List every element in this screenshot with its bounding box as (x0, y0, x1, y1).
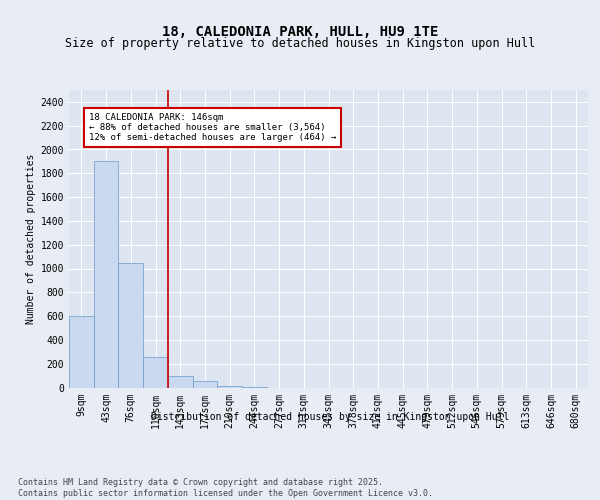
Bar (94, 162, 118, 388)
Text: Distribution of detached houses by size in Kingston upon Hull: Distribution of detached houses by size … (151, 412, 509, 422)
Bar (168, 376, 193, 388)
Text: Contains HM Land Registry data © Crown copyright and database right 2025.
Contai: Contains HM Land Registry data © Crown c… (18, 478, 433, 498)
Bar (193, 381, 217, 388)
Bar (143, 356, 168, 388)
Y-axis label: Number of detached properties: Number of detached properties (26, 154, 37, 324)
Bar (217, 386, 242, 388)
Bar (69, 316, 94, 388)
Bar (118, 262, 143, 388)
Text: Size of property relative to detached houses in Kingston upon Hull: Size of property relative to detached ho… (65, 38, 535, 51)
Text: 18, CALEDONIA PARK, HULL, HU9 1TE: 18, CALEDONIA PARK, HULL, HU9 1TE (162, 25, 438, 39)
Text: 18 CALEDONIA PARK: 146sqm
← 88% of detached houses are smaller (3,564)
12% of se: 18 CALEDONIA PARK: 146sqm ← 88% of detac… (89, 112, 336, 142)
